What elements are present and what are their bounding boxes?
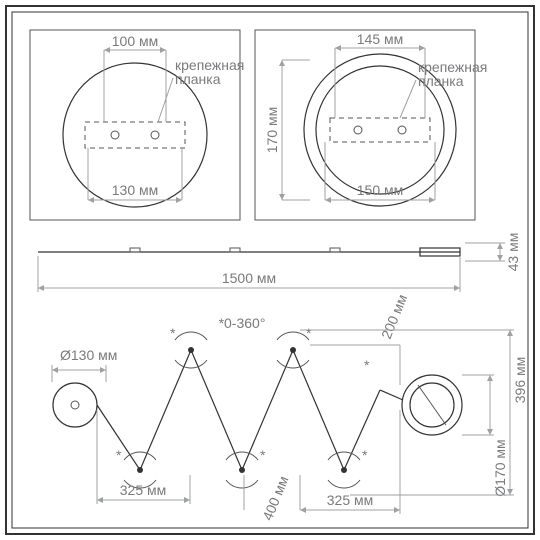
mount-label-left-2: планка (175, 71, 221, 87)
dim-left-top: 100 мм (112, 33, 159, 49)
dim-bar-height: 43 мм (505, 233, 521, 272)
svg-text:*: * (170, 325, 176, 341)
dim-right-dia: Ø170 мм (492, 439, 508, 496)
dim-mid-seg: 400 мм (259, 474, 291, 523)
dim-left-seg: 325 мм (120, 482, 167, 498)
svg-text:*: * (116, 447, 122, 463)
zigzag-section: * * * * * * Ø130 мм *0-360° 200 мм (52, 292, 528, 523)
dim-right-seg: 325 мм (327, 492, 374, 508)
panel-right: 145 мм крепежная планка 170 мм 150 мм (255, 30, 487, 220)
panel-left: 100 мм крепежная планка 130 мм (30, 30, 244, 220)
svg-text:*: * (306, 325, 312, 341)
dim-right-side: 170 мм (264, 107, 280, 154)
dim-left-dia: Ø130 мм (60, 347, 117, 363)
bar-section: 43 мм 1500 мм (38, 233, 521, 292)
dim-right-top: 145 мм (357, 31, 404, 47)
svg-text:*: * (362, 447, 368, 463)
dim-bar-length: 1500 мм (222, 270, 276, 286)
dim-total-h: 396 мм (512, 357, 528, 404)
svg-text:*: * (260, 447, 266, 463)
svg-text:*: * (364, 357, 370, 373)
dim-seg-top: 200 мм (378, 292, 410, 341)
mount-label-right-2: планка (418, 73, 464, 89)
dim-right-bottom: 150 мм (357, 182, 404, 198)
technical-drawing: 100 мм крепежная планка 130 мм (0, 0, 540, 540)
dim-left-bottom: 130 мм (112, 182, 159, 198)
dim-angle: *0-360° (219, 315, 266, 331)
